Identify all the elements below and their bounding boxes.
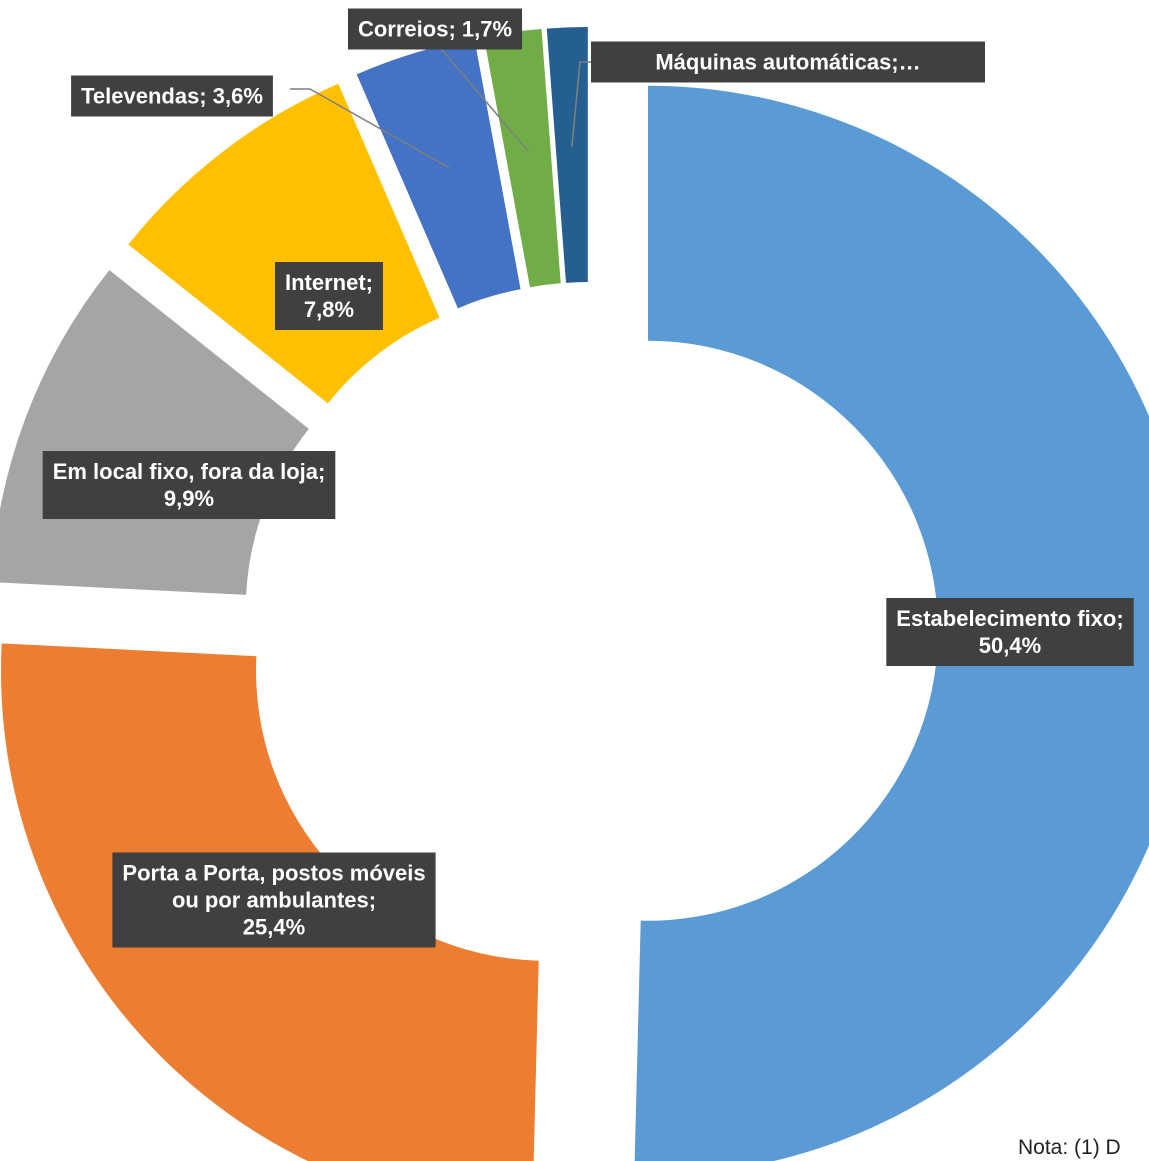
data-label-text: 25,4% [243, 915, 305, 940]
data-label-box [886, 598, 1134, 666]
slice-5 [483, 29, 561, 288]
data-label-2: Em local fixo, fora da loja;9,9% [42, 451, 336, 519]
data-label-text: Porta a Porta, postos móveis [122, 861, 425, 886]
data-label-text: 50,4% [979, 633, 1041, 658]
data-label-6: Máquinas automáticas;… [591, 41, 985, 83]
footnote: Nota: (1) D [1018, 1136, 1121, 1159]
leader-line-6 [571, 61, 592, 148]
leader-line-5 [436, 43, 529, 152]
slices-group [0, 27, 1149, 1161]
data-label-box [591, 41, 985, 83]
data-label-box [71, 75, 273, 117]
leader-line-4 [290, 88, 450, 169]
slice-0 [634, 85, 1149, 1161]
data-label-text: ou por ambulantes; [172, 888, 376, 913]
data-label-4: Televendas; 3,6% [71, 75, 273, 117]
data-label-text: Televendas; 3,6% [81, 84, 263, 109]
data-label-text: Estabelecimento fixo; [896, 606, 1123, 631]
data-label-box [275, 262, 383, 330]
data-label-text: Máquinas automáticas;… [655, 50, 920, 75]
data-label-text: Internet; [285, 270, 373, 295]
data-label-text: 7,8% [304, 297, 354, 322]
data-label-text: Correios; 1,7% [358, 17, 512, 42]
data-label-text: 9,9% [164, 486, 214, 511]
data-labels-group: Estabelecimento fixo;50,4% Porta a Porta,… [42, 8, 1134, 948]
data-label-box [112, 852, 436, 948]
slice-4 [356, 38, 521, 309]
leader-lines-group [290, 43, 592, 169]
data-label-0: Estabelecimento fixo;50,4% [886, 598, 1134, 666]
data-label-box [42, 451, 336, 519]
data-label-5: Correios; 1,7% [347, 8, 523, 50]
data-label-box [347, 8, 523, 50]
data-label-text: Em local fixo, fora da loja; [53, 459, 326, 484]
data-label-3: Internet;7,8% [275, 262, 383, 330]
